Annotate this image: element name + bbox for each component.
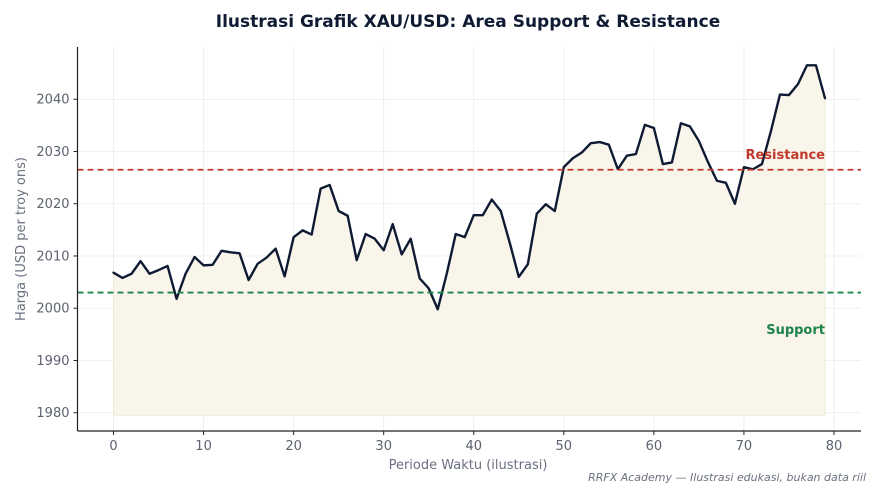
y-tick-label: 2020 [36,197,69,212]
source-note: RRFX Academy — Ilustrasi edukasi, bukan … [588,471,866,484]
support-label: Support [766,323,825,338]
x-axis-label: Periode Waktu (ilustrasi) [389,458,548,473]
y-tick-label: 2000 [36,302,69,317]
x-tick-label: 40 [465,439,482,454]
y-tick-label: 2030 [36,145,69,160]
price-line [112,64,827,311]
y-tick-label: 2010 [36,249,69,264]
y-tick-label: 2040 [36,93,69,108]
x-tick-label: 10 [195,439,212,454]
levels-layer [77,168,861,294]
y-tick-label: 1990 [36,354,69,369]
x-tick-label: 30 [375,439,392,454]
x-tick-label: 60 [646,439,663,454]
chart-title: Ilustrasi Grafik XAU/USD: Area Support &… [216,12,720,32]
y-axis-label: Harga (USD per troy ons) [14,157,29,321]
x-tick-label: 20 [285,439,302,454]
price-area-fill [113,64,826,416]
x-tick-label: 50 [556,439,573,454]
resistance-label: Resistance [745,148,825,163]
price-line-layer [112,64,827,311]
y-tick-label: 1980 [36,406,69,421]
x-tick-label: 0 [109,439,117,454]
x-tick-label: 70 [736,439,753,454]
y-ticks: 1980 1990 2000 2010 2020 2030 2040 [36,93,78,421]
area-fill-layer [113,64,826,416]
x-ticks: 0 10 20 30 40 50 60 70 80 [109,431,842,454]
x-tick-label: 80 [826,439,843,454]
